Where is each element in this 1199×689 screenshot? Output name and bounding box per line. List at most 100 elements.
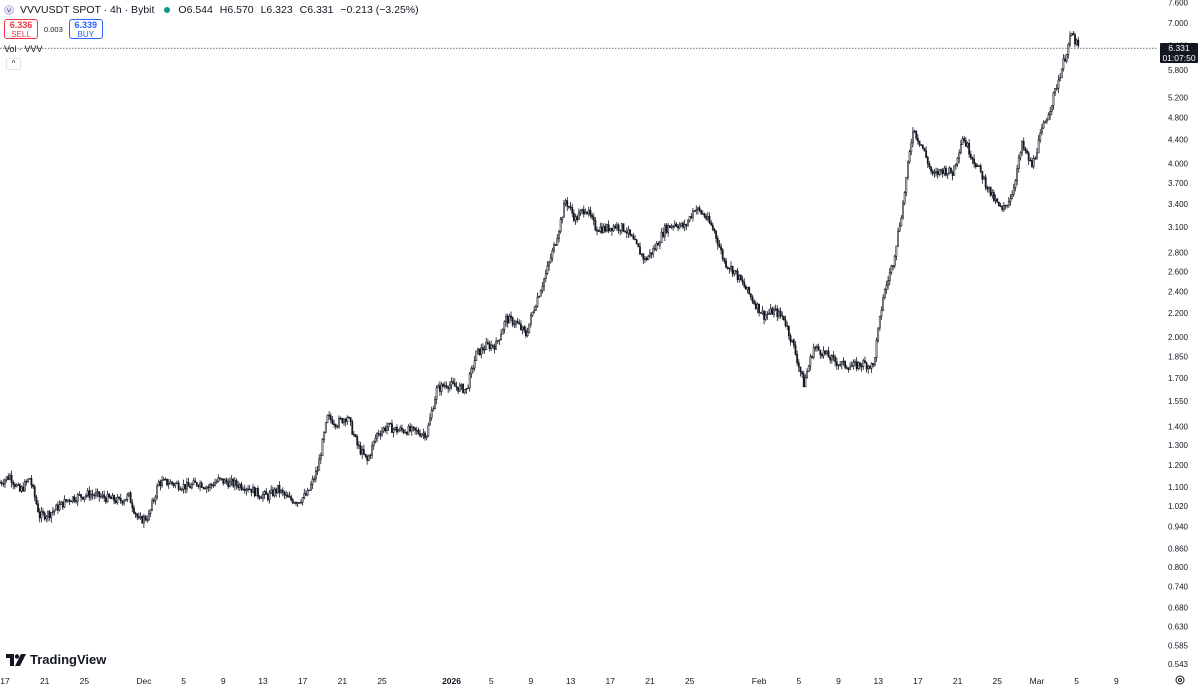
candle	[43, 511, 46, 521]
price-tick-label: 4.800	[1168, 114, 1189, 123]
candle	[902, 200, 904, 220]
candle	[66, 499, 69, 503]
candle	[20, 485, 23, 493]
candle	[617, 223, 620, 234]
price-axis[interactable]: 0.543 0.585 0.630 0.680 0.740 0.800 0.860 0.940…	[1168, 0, 1189, 669]
candle	[488, 340, 491, 352]
candle	[181, 487, 183, 492]
candle	[993, 189, 995, 203]
candle	[386, 422, 388, 435]
candle	[649, 249, 651, 259]
candle	[47, 510, 49, 522]
candle	[898, 222, 901, 233]
candle	[95, 488, 97, 499]
candle	[179, 486, 182, 491]
candle	[609, 227, 612, 232]
sell-label: SELL	[11, 30, 31, 39]
candle	[667, 223, 670, 237]
candle	[673, 220, 676, 229]
candle	[455, 381, 458, 391]
candle	[0, 479, 1, 484]
candle	[505, 313, 507, 327]
candle	[544, 269, 547, 283]
candle	[571, 203, 574, 218]
candle	[713, 227, 716, 234]
candle	[30, 475, 33, 489]
candle	[614, 223, 617, 230]
candle	[286, 491, 289, 498]
candle	[281, 487, 284, 497]
price-tick-label: 3.700	[1168, 179, 1189, 188]
price-tick-label: 3.400	[1168, 200, 1189, 209]
candle	[83, 496, 86, 503]
candle	[655, 241, 658, 252]
buy-button[interactable]: 6.339 BUY	[68, 19, 103, 39]
candle	[1012, 183, 1015, 197]
candle	[1054, 87, 1057, 97]
candle	[80, 494, 82, 502]
sell-button[interactable]: 6.336 SELL	[4, 19, 38, 39]
candle	[859, 362, 861, 370]
candle	[1027, 151, 1030, 166]
price-tick-label: 0.630	[1168, 623, 1189, 632]
market-status-icon[interactable]	[164, 7, 171, 13]
candle	[688, 216, 691, 223]
price-tick-label: 0.860	[1168, 545, 1189, 554]
candle	[1032, 155, 1035, 169]
candle	[68, 498, 71, 506]
gear-icon[interactable]	[1174, 674, 1186, 686]
volume-legend[interactable]: Vol · VVV	[4, 44, 43, 54]
candle	[1036, 148, 1038, 161]
candle	[968, 138, 971, 158]
candle	[878, 315, 881, 332]
candle	[821, 352, 823, 359]
candle	[338, 415, 340, 429]
time-tick-label: 17	[606, 676, 616, 686]
candle	[253, 486, 256, 498]
candle	[104, 496, 107, 505]
time-axis[interactable]: 17 21 25 Dec 5 9 13 17 21 25 2026 5 9 13 17 21 25 Feb 5 9 13…	[0, 676, 1119, 686]
candle	[424, 430, 426, 441]
candle	[740, 274, 742, 281]
candle	[634, 234, 636, 241]
candle	[37, 500, 39, 513]
candle	[58, 500, 61, 512]
time-tick-label: 13	[566, 676, 576, 686]
candle	[336, 424, 339, 429]
candle	[1014, 178, 1017, 192]
candle	[313, 475, 316, 483]
time-tick-label: 25	[685, 676, 695, 686]
candle	[305, 490, 307, 496]
candle	[139, 512, 142, 520]
candle	[144, 514, 147, 522]
candle	[778, 308, 780, 320]
candle	[918, 140, 921, 147]
candle	[409, 422, 412, 433]
candle	[865, 361, 868, 373]
candle	[362, 444, 365, 456]
candle	[445, 381, 448, 389]
candle	[705, 213, 708, 221]
candle	[265, 488, 268, 495]
candle	[787, 325, 790, 340]
candle	[994, 194, 997, 205]
candle	[448, 380, 451, 392]
candle	[377, 429, 380, 438]
candle	[443, 381, 446, 390]
candle	[1069, 31, 1071, 48]
candle	[811, 354, 813, 359]
candle	[470, 365, 473, 379]
candle	[716, 235, 719, 250]
candle	[311, 475, 314, 489]
time-tick-label: 13	[258, 676, 268, 686]
candle	[227, 478, 230, 489]
candle	[854, 359, 856, 367]
candle	[523, 325, 526, 334]
symbol-title[interactable]: VVVUSDT SPOT · 4h · Bybit	[20, 4, 155, 16]
candle	[897, 227, 899, 248]
candle	[171, 481, 173, 486]
candle	[323, 431, 326, 443]
collapse-legend-button[interactable]: ^	[6, 58, 21, 70]
tradingview-logo[interactable]: TradingView	[6, 652, 106, 667]
